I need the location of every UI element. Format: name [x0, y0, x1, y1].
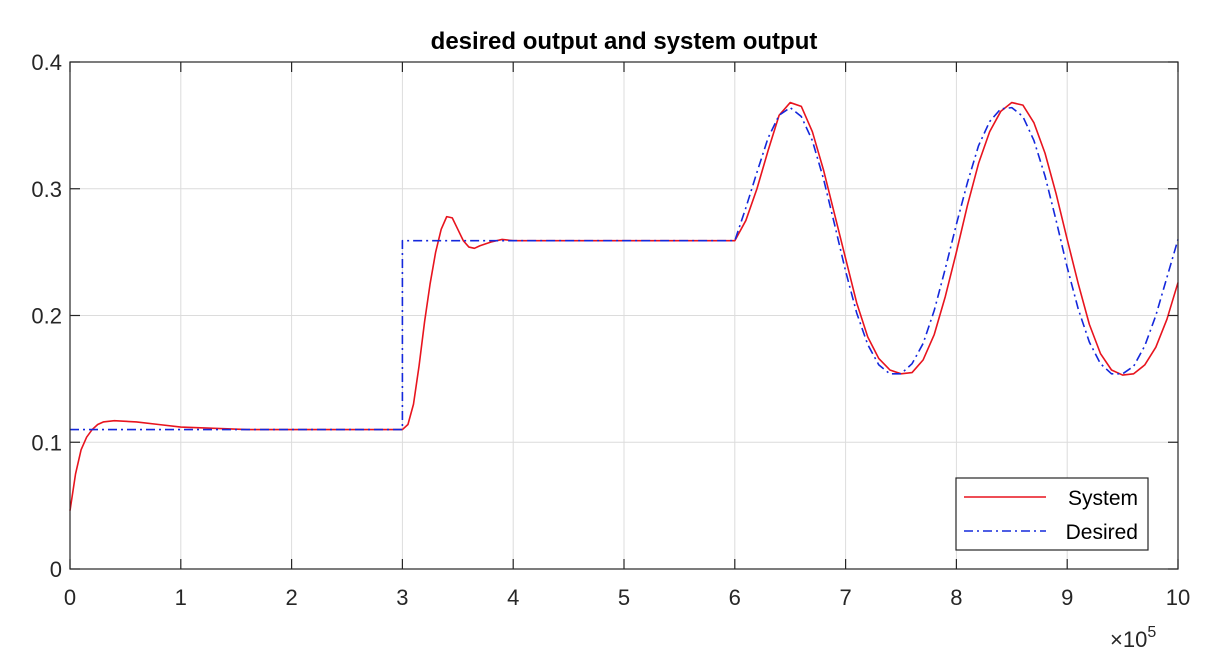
plot-series	[69, 101, 1179, 511]
legend-label-system: System	[1068, 487, 1138, 510]
legend-label-desired: Desired	[1066, 521, 1138, 544]
x-tick-label: 4	[507, 585, 519, 610]
x-tick-label: 1	[175, 585, 187, 610]
y-tick-label: 0.4	[31, 50, 62, 75]
x-axis-exponent-power: 5	[1147, 624, 1156, 641]
series-line-desired	[70, 106, 1179, 431]
axis-ticks: 0 1 2 3 4 5 6 7 8 9 10 0 0.1 0.2 0.3 0.4	[31, 50, 1190, 610]
y-tick-label: 0	[50, 557, 62, 582]
x-tick-label: 6	[729, 585, 741, 610]
y-tick-label: 0.1	[31, 430, 62, 455]
x-tick-label: 3	[396, 585, 408, 610]
chart-title: desired output and system output	[431, 28, 818, 55]
grid	[70, 62, 1178, 569]
y-tick-label: 0.2	[31, 304, 62, 329]
x-tick-label: 8	[950, 585, 962, 610]
legend: System Desired	[955, 477, 1149, 551]
x-axis-exponent-base: ×10	[1110, 627, 1147, 652]
x-tick-label: 0	[64, 585, 76, 610]
x-tick-label: 10	[1166, 585, 1190, 610]
y-tick-label: 0.3	[31, 177, 62, 202]
x-tick-label: 9	[1061, 585, 1073, 610]
x-axis-exponent: ×105	[1110, 624, 1156, 652]
legend-box	[955, 477, 1149, 551]
x-tick-label: 5	[618, 585, 630, 610]
x-tick-label: 7	[839, 585, 851, 610]
x-tick-label: 2	[285, 585, 297, 610]
